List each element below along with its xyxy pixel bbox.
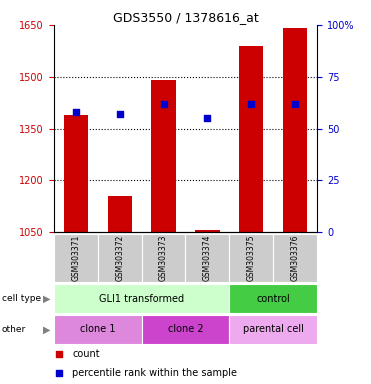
Bar — [186, 234, 229, 282]
Bar — [98, 234, 142, 282]
Point — [116, 111, 122, 117]
Text: parental cell: parental cell — [243, 324, 304, 334]
Point — [204, 115, 210, 121]
Bar — [142, 234, 186, 282]
Text: GSM303373: GSM303373 — [159, 235, 168, 281]
Bar — [142, 315, 229, 344]
Text: GSM303372: GSM303372 — [115, 235, 124, 281]
Bar — [54, 284, 229, 313]
Text: GSM303375: GSM303375 — [247, 235, 256, 281]
Bar — [229, 234, 273, 282]
Point — [249, 101, 255, 107]
Bar — [54, 315, 142, 344]
Point — [161, 101, 167, 107]
Bar — [108, 196, 132, 232]
Bar — [283, 28, 307, 232]
Bar — [64, 115, 88, 232]
Text: count: count — [72, 349, 100, 359]
Bar — [229, 284, 317, 313]
Point — [56, 370, 62, 376]
Bar — [151, 80, 175, 232]
Title: GDS3550 / 1378616_at: GDS3550 / 1378616_at — [113, 11, 258, 24]
Text: clone 1: clone 1 — [80, 324, 115, 334]
Text: GSM303371: GSM303371 — [71, 235, 80, 281]
Bar — [54, 234, 98, 282]
Point — [292, 101, 298, 107]
Bar — [273, 234, 317, 282]
Text: control: control — [256, 293, 290, 304]
Text: GSM303374: GSM303374 — [203, 235, 212, 281]
Text: percentile rank within the sample: percentile rank within the sample — [72, 368, 237, 378]
Text: ▶: ▶ — [43, 293, 50, 304]
Text: GLI1 transformed: GLI1 transformed — [99, 293, 184, 304]
Bar — [229, 315, 317, 344]
Text: other: other — [2, 325, 26, 334]
Text: cell type: cell type — [2, 294, 41, 303]
Point — [56, 351, 62, 357]
Point — [73, 109, 79, 115]
Bar — [239, 46, 263, 232]
Text: GSM303376: GSM303376 — [291, 235, 300, 281]
Text: ▶: ▶ — [43, 324, 50, 334]
Text: clone 2: clone 2 — [168, 324, 203, 334]
Bar — [196, 230, 220, 232]
